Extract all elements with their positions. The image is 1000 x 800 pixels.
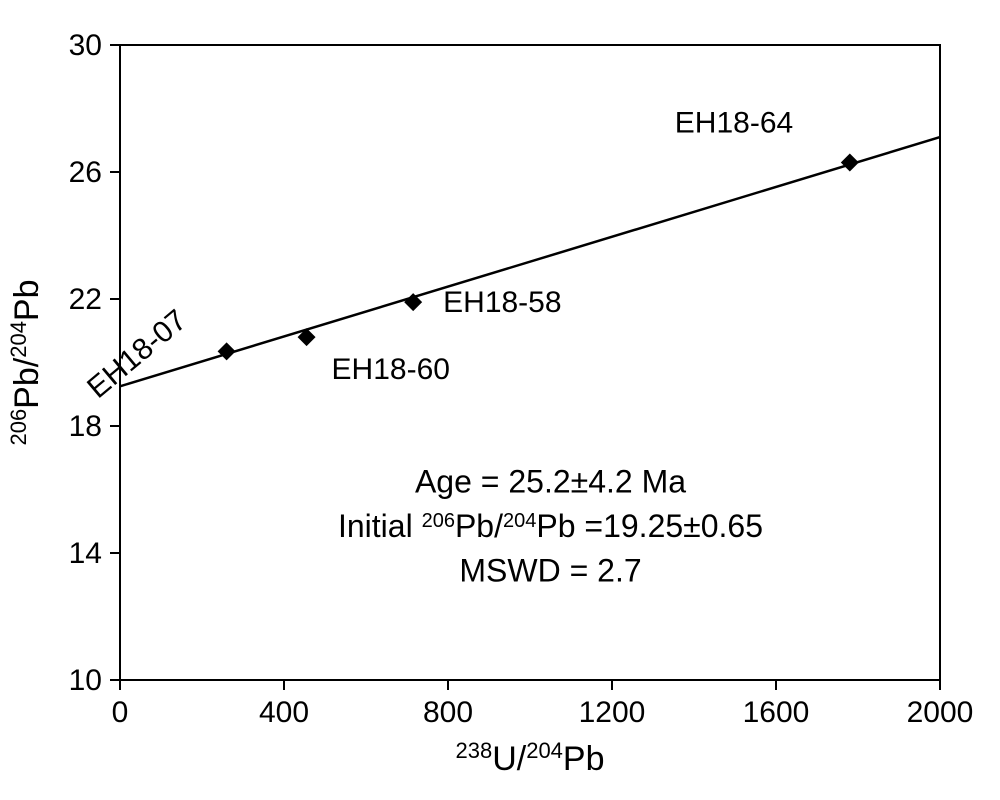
isochron-chart: 0 400 800 1200 1600 2000 10 14 18 22 26 30 238U/204P… xyxy=(0,0,1000,800)
point-label: EH18-60 xyxy=(332,353,450,386)
y-tick-label: 18 xyxy=(69,410,102,443)
point-label: EH18-58 xyxy=(443,286,561,319)
y-tick-label: 30 xyxy=(69,29,102,62)
regression-line xyxy=(120,137,940,386)
data-point xyxy=(841,153,859,171)
point-label: EH18-07 xyxy=(81,303,193,404)
x-tick-label: 0 xyxy=(112,696,129,729)
x-tick-label: 800 xyxy=(423,696,473,729)
y-tick-label: 26 xyxy=(69,156,102,189)
y-tick-label: 14 xyxy=(69,537,102,570)
annotation-age: Age = 25.2±4.2 Ma xyxy=(415,464,686,500)
point-label: EH18-64 xyxy=(675,106,793,139)
x-axis-label: 238U/204Pb xyxy=(455,738,604,778)
x-tick-label: 1200 xyxy=(579,696,646,729)
y-tick-label: 22 xyxy=(69,283,102,316)
x-tick-label: 1600 xyxy=(743,696,810,729)
annotation-mswd: MSWD = 2.7 xyxy=(459,553,641,589)
y-tick-label: 10 xyxy=(69,664,102,697)
chart-svg: 0 400 800 1200 1600 2000 10 14 18 22 26 30 238U/204P… xyxy=(0,0,1000,800)
x-tick-label: 2000 xyxy=(907,696,974,729)
y-axis-label: 206Pb/204Pb xyxy=(6,279,46,445)
data-point xyxy=(218,342,236,360)
x-tick-label: 400 xyxy=(259,696,309,729)
annotation-initial: Initial 206Pb/204Pb =19.25±0.65 xyxy=(338,508,763,544)
